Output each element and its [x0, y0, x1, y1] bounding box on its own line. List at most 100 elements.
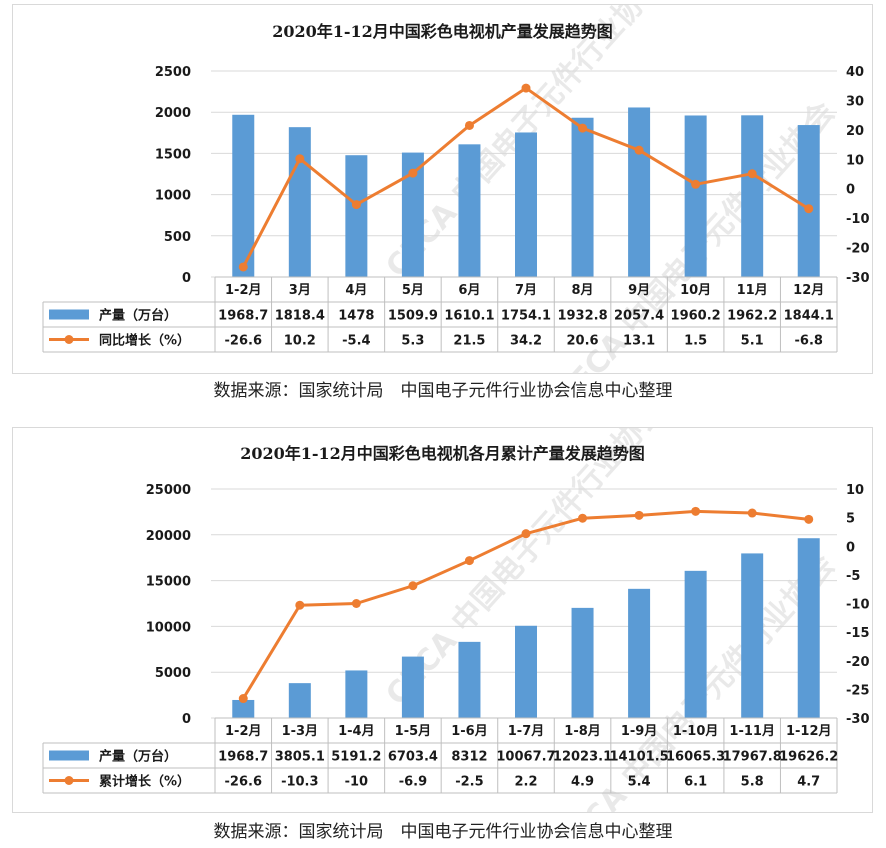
table-value-growth: -10.3	[281, 775, 318, 790]
bar	[288, 127, 311, 277]
line-point	[238, 694, 248, 704]
legend-label-line: 累计增长（%）	[99, 774, 190, 790]
x-tick-label: 4月	[345, 283, 367, 298]
table-value-output: 5191.2	[331, 750, 381, 765]
line-point	[238, 262, 248, 272]
line-point	[578, 513, 588, 523]
table-value-output: 1960.2	[671, 309, 721, 324]
x-tick-label: 3月	[289, 283, 311, 298]
x-tick-label: 1-4月	[338, 724, 375, 739]
table-value-growth: -2.5	[455, 775, 483, 790]
table-value-growth: -6.9	[399, 775, 427, 790]
table-value-growth: 1.5	[684, 334, 707, 349]
table-value-output: 2057.4	[614, 309, 664, 324]
bar	[515, 132, 537, 277]
table-value-output: 8312	[451, 750, 487, 765]
table-value-growth: 13.1	[623, 334, 655, 349]
y-right-tick: 30	[846, 94, 864, 109]
line-point	[351, 200, 361, 210]
x-tick-label: 10月	[680, 283, 711, 298]
y-right-tick: -10	[846, 212, 870, 227]
table-value-growth: 4.7	[797, 775, 820, 790]
bar	[797, 538, 820, 718]
line-point	[634, 145, 644, 155]
table-value-growth: 10.2	[284, 334, 316, 349]
y-left-tick: 25000	[146, 483, 191, 498]
y-right-tick: 10	[846, 153, 864, 168]
bar	[345, 670, 368, 718]
table-value-growth: -6.8	[795, 334, 823, 349]
y-left-tick: 10000	[146, 620, 191, 635]
bar	[345, 155, 368, 277]
y-left-tick: 1500	[155, 147, 191, 162]
y-right-tick: -10	[846, 598, 870, 613]
y-left-tick: 0	[182, 712, 191, 727]
line-point	[464, 556, 474, 566]
x-tick-label: 11月	[737, 283, 768, 298]
x-tick-label: 8月	[572, 283, 594, 298]
line-point	[691, 179, 701, 189]
source-note-2: 数据来源：国家统计局 中国电子元件行业协会信息中心整理	[213, 822, 673, 842]
y-right-tick: 5	[846, 512, 855, 527]
line-point	[804, 204, 814, 214]
x-tick-label: 1-3月	[282, 724, 319, 739]
source-note-1: 数据来源：国家统计局 中国电子元件行业协会信息中心整理	[213, 381, 673, 401]
y-right-tick: -20	[846, 242, 870, 257]
line-point	[295, 600, 305, 610]
x-tick-label: 1-6月	[451, 724, 488, 739]
legend-label-line: 同比增长（%）	[99, 333, 190, 349]
chart-panel-1: CECA 中国电子元件行业协会 CECA 中国电子元件行业协会 2020年1-12月…	[12, 4, 873, 374]
y-right-tick: 10	[846, 483, 864, 498]
y-right-tick: 0	[846, 540, 855, 555]
x-tick-label: 12月	[793, 283, 824, 298]
bar	[741, 115, 764, 277]
table-value-growth: -5.4	[342, 334, 370, 349]
table-value-growth: 6.1	[684, 775, 707, 790]
table-value-output: 3805.1	[275, 750, 325, 765]
table-value-output: 1962.2	[727, 309, 777, 324]
line-point	[747, 508, 757, 518]
table-value-growth: 5.4	[628, 775, 651, 790]
line-point	[634, 510, 644, 520]
table-value-growth: 21.5	[453, 334, 485, 349]
legend-label-bar: 产量（万台）	[99, 749, 177, 765]
y-right-tick: 20	[846, 124, 864, 139]
table-value-output: 1968.7	[218, 750, 268, 765]
table-value-output: 17967.8	[723, 750, 782, 765]
table-value-output: 1932.8	[557, 309, 607, 324]
x-tick-label: 1-2月	[225, 724, 262, 739]
x-tick-label: 9月	[628, 283, 650, 298]
y-left-tick: 20000	[146, 529, 191, 544]
y-right-tick: -30	[846, 712, 870, 727]
table-value-output: 1754.1	[501, 309, 551, 324]
x-tick-label: 1-8月	[564, 724, 601, 739]
bar	[401, 152, 424, 277]
table-value-growth: 5.1	[741, 334, 764, 349]
y-left-tick: 2000	[155, 106, 191, 121]
bar	[458, 144, 481, 277]
table-value-growth: 34.2	[510, 334, 542, 349]
x-tick-label: 1-11月	[729, 724, 775, 739]
legend-key-marker	[64, 335, 74, 344]
line-point	[691, 506, 701, 516]
bar	[288, 683, 311, 718]
bar	[232, 699, 255, 718]
table-value-growth: 20.6	[567, 334, 599, 349]
table-value-growth: 5.3	[401, 334, 424, 349]
bar	[741, 553, 764, 718]
table-value-output: 12023.1	[553, 750, 612, 765]
table-value-growth: 5.8	[741, 775, 764, 790]
table-value-output: 1844.1	[784, 309, 834, 324]
table-value-growth: -26.6	[225, 334, 262, 349]
chart-title: 2020年1-12月中国彩色电视机产量发展趋势图	[272, 22, 613, 41]
legend-key-bar	[49, 750, 89, 761]
chart-panel-2: CECA 中国电子元件行业协会 CECA 中国电子元件行业协会 2020年1-12月…	[12, 427, 873, 813]
x-tick-label: 5月	[402, 283, 424, 298]
bar	[797, 125, 820, 277]
line-point	[804, 514, 814, 524]
x-tick-label: 7月	[515, 283, 537, 298]
bar	[571, 117, 594, 278]
bar	[401, 656, 424, 718]
legend-key-marker	[64, 776, 74, 785]
